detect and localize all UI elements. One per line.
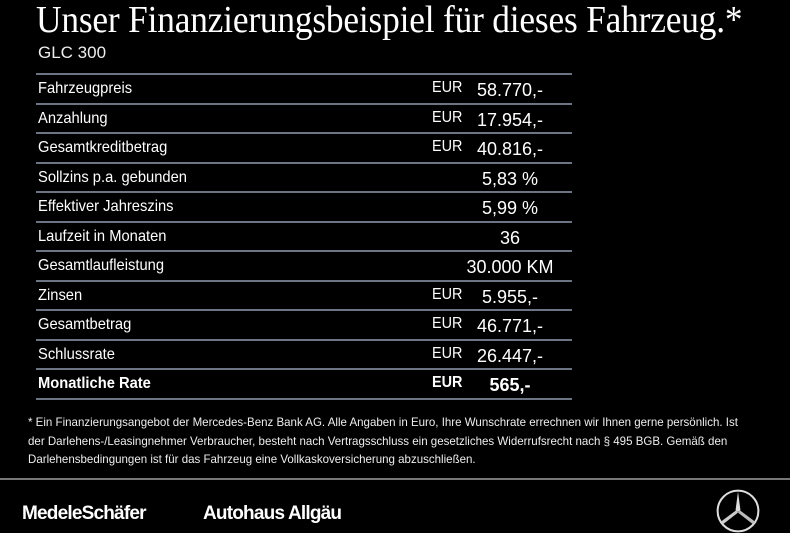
table-row: Monatliche Rate EUR 565,-	[36, 368, 572, 400]
mercedes-star-icon	[716, 489, 760, 533]
row-label: Schlussrate	[38, 345, 115, 363]
row-currency: EUR	[432, 138, 463, 155]
row-value: 17.954,-	[476, 109, 544, 130]
row-currency: EUR	[432, 285, 463, 303]
row-value: 5,83 %	[481, 168, 539, 189]
table-row: Gesamtbetrag EUR 46.771,-	[36, 309, 572, 339]
row-value: 565,-	[489, 375, 531, 395]
row-label: Monatliche Rate	[38, 375, 151, 392]
row-currency: EUR	[432, 315, 463, 332]
row-value: 40.816,-	[476, 139, 544, 159]
row-currency: EUR	[432, 79, 463, 96]
row-value: 58.770,-	[476, 80, 544, 100]
row-value: 36	[499, 227, 521, 248]
dealer-logo-medeleschaefer: MedeleSchäfer	[22, 503, 147, 524]
row-label: Anzahlung	[38, 109, 108, 127]
table-row: Sollzins p.a. gebunden 5,83 %	[36, 161, 572, 192]
table-row: Schlussrate EUR 26.447,-	[36, 338, 572, 369]
row-label: Laufzeit in Monaten	[38, 227, 167, 245]
table-row: Fahrzeugpreis EUR 58.770,-	[36, 73, 572, 103]
page-title: Unser Finanzierungsbeispiel für dieses F…	[36, 0, 743, 41]
row-label: Sollzins p.a. gebunden	[38, 168, 187, 186]
table-row: Laufzeit in Monaten 36	[36, 220, 572, 251]
row-label: Effektiver Jahreszins	[38, 198, 174, 215]
row-currency: EUR	[432, 344, 463, 362]
row-value: 30.000 KM	[466, 257, 554, 277]
table-row: Effektiver Jahreszins 5,99 %	[36, 191, 572, 221]
row-currency: EUR	[432, 374, 463, 391]
financing-table: Fahrzeugpreis EUR 58.770,- Anzahlung EUR 17.9…	[36, 73, 572, 400]
model-name: GLC 300	[38, 43, 107, 62]
row-value: 5,99 %	[481, 198, 539, 218]
row-label: Gesamtbetrag	[38, 316, 132, 333]
row-value: 26.447,-	[476, 345, 544, 366]
row-label: Zinsen	[38, 286, 83, 304]
row-label: Gesamtkreditbetrag	[38, 139, 168, 156]
table-row: Gesamtlaufleistung 30.000 KM	[36, 250, 572, 280]
row-label: Fahrzeugpreis	[38, 80, 133, 97]
dealer-logo-autohaus-allgaeu: Autohaus Allgäu	[203, 503, 342, 524]
table-row: Zinsen EUR 5.955,-	[36, 279, 572, 310]
footnote: * Ein Finanzierungsangebot der Mercedes-…	[28, 415, 738, 466]
row-label: Gesamtlaufleistung	[38, 257, 165, 274]
row-currency: EUR	[432, 108, 463, 126]
divider	[0, 478, 790, 480]
table-row: Anzahlung EUR 17.954,-	[36, 102, 572, 133]
table-row: Gesamtkreditbetrag EUR 40.816,-	[36, 132, 572, 162]
row-value: 5.955,-	[481, 286, 539, 307]
row-value: 46.771,-	[476, 316, 544, 336]
